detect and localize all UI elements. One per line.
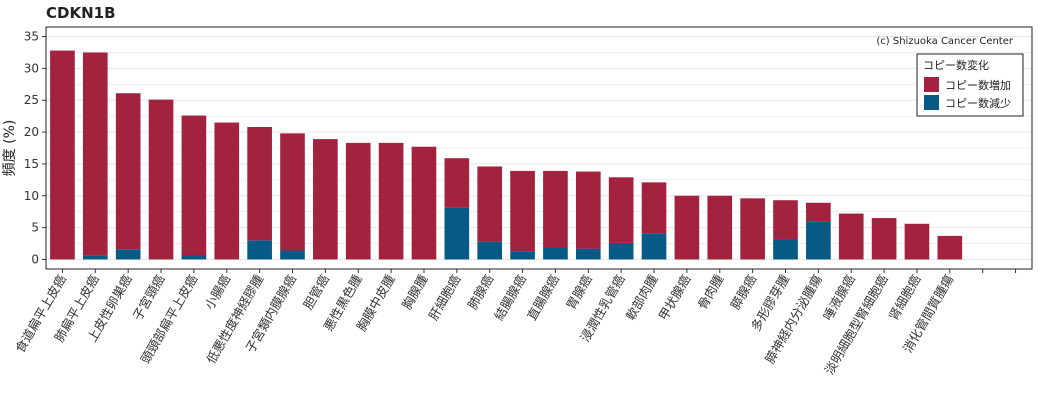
bar-gain (904, 223, 930, 260)
bar-loss (641, 233, 667, 260)
bar-loss (181, 254, 207, 260)
y-tick-label: 5 (31, 221, 39, 235)
plot-frame (45, 26, 1033, 270)
bar-gain (115, 93, 141, 250)
bar-gain (313, 139, 338, 260)
bar-loss (115, 249, 141, 260)
bar-gain (50, 50, 75, 260)
x-tick-label: 直腸腺癌 (524, 272, 562, 323)
bar-gain (411, 146, 437, 260)
y-tick-label: 15 (24, 157, 39, 171)
bar-loss (82, 255, 108, 260)
y-tick-label: 0 (31, 252, 39, 266)
bar-layer (50, 50, 963, 260)
bar-gain (82, 52, 108, 256)
bar-gain (641, 182, 667, 234)
x-tick-label: 胃腺癌 (563, 272, 595, 312)
bar-gain (871, 218, 897, 260)
y-tick-label: 35 (24, 30, 39, 44)
legend-title: コピー数変化 (923, 58, 989, 72)
x-tick-label: 胸腺腫 (399, 272, 431, 312)
bar-gain (806, 202, 831, 222)
bar-loss (608, 242, 634, 260)
x-tick-label: 甲状腺癌 (655, 272, 693, 323)
bar-loss (280, 250, 305, 260)
bar-loss (247, 240, 272, 260)
bar-gain (214, 122, 240, 260)
y-tick-label: 10 (24, 189, 39, 203)
y-axis: 0 5 10 15 20 25 30 35 (24, 30, 46, 266)
legend-swatch-gain (924, 77, 939, 92)
x-tick-label: 膵腺癌 (727, 272, 759, 312)
x-tick-label: 小腸癌 (202, 272, 234, 312)
bar-gain (707, 195, 733, 260)
x-tick-label: 淡明細胞型腎細胞癌 (821, 272, 890, 377)
credit-text: (c) Shizuoka Cancer Center (876, 36, 1014, 47)
legend-swatch-loss (924, 95, 939, 110)
bar-gain (510, 170, 535, 252)
bar-loss (510, 251, 535, 260)
bar-gain (477, 166, 503, 242)
x-tick-label: 肺腺癌 (465, 272, 497, 312)
bar-gain (280, 133, 305, 251)
x-tick-label: 骨肉腫 (695, 272, 727, 312)
bar-gain (838, 213, 864, 260)
y-tick-label: 20 (24, 125, 39, 139)
bar-gain (937, 235, 963, 260)
chart-title: CDKN1B (46, 4, 116, 22)
bar-loss (575, 248, 601, 260)
bar-loss (444, 207, 470, 260)
x-tick-label: 胆管癌 (300, 272, 332, 312)
bar-gain (773, 200, 798, 240)
legend-label-gain: コピー数増加 (945, 79, 1011, 92)
bar-loss (543, 247, 568, 260)
bar-gain (608, 177, 634, 243)
bar-gain (345, 142, 371, 260)
bar-gain (444, 158, 470, 208)
gridlines (46, 36, 1032, 260)
bar-loss (773, 239, 798, 260)
y-tick-label: 30 (24, 61, 39, 75)
y-axis-label: 頻度 (%) (2, 120, 18, 177)
bar-gain (740, 198, 765, 260)
bar-gain (148, 99, 174, 260)
bar-gain (543, 170, 568, 248)
bar-loss (477, 241, 503, 260)
bar-loss (806, 221, 831, 260)
x-tick-label: 肝細胞癌 (425, 272, 463, 323)
bar-gain (575, 171, 601, 249)
legend: コピー数変化 コピー数増加 コピー数減少 (916, 53, 1024, 117)
legend-label-loss: コピー数減少 (945, 96, 1011, 110)
y-tick-label: 25 (24, 93, 39, 107)
bar-gain (181, 115, 207, 255)
bar-gain (674, 195, 700, 260)
bar-gain (378, 142, 404, 260)
bar-gain (247, 126, 272, 241)
